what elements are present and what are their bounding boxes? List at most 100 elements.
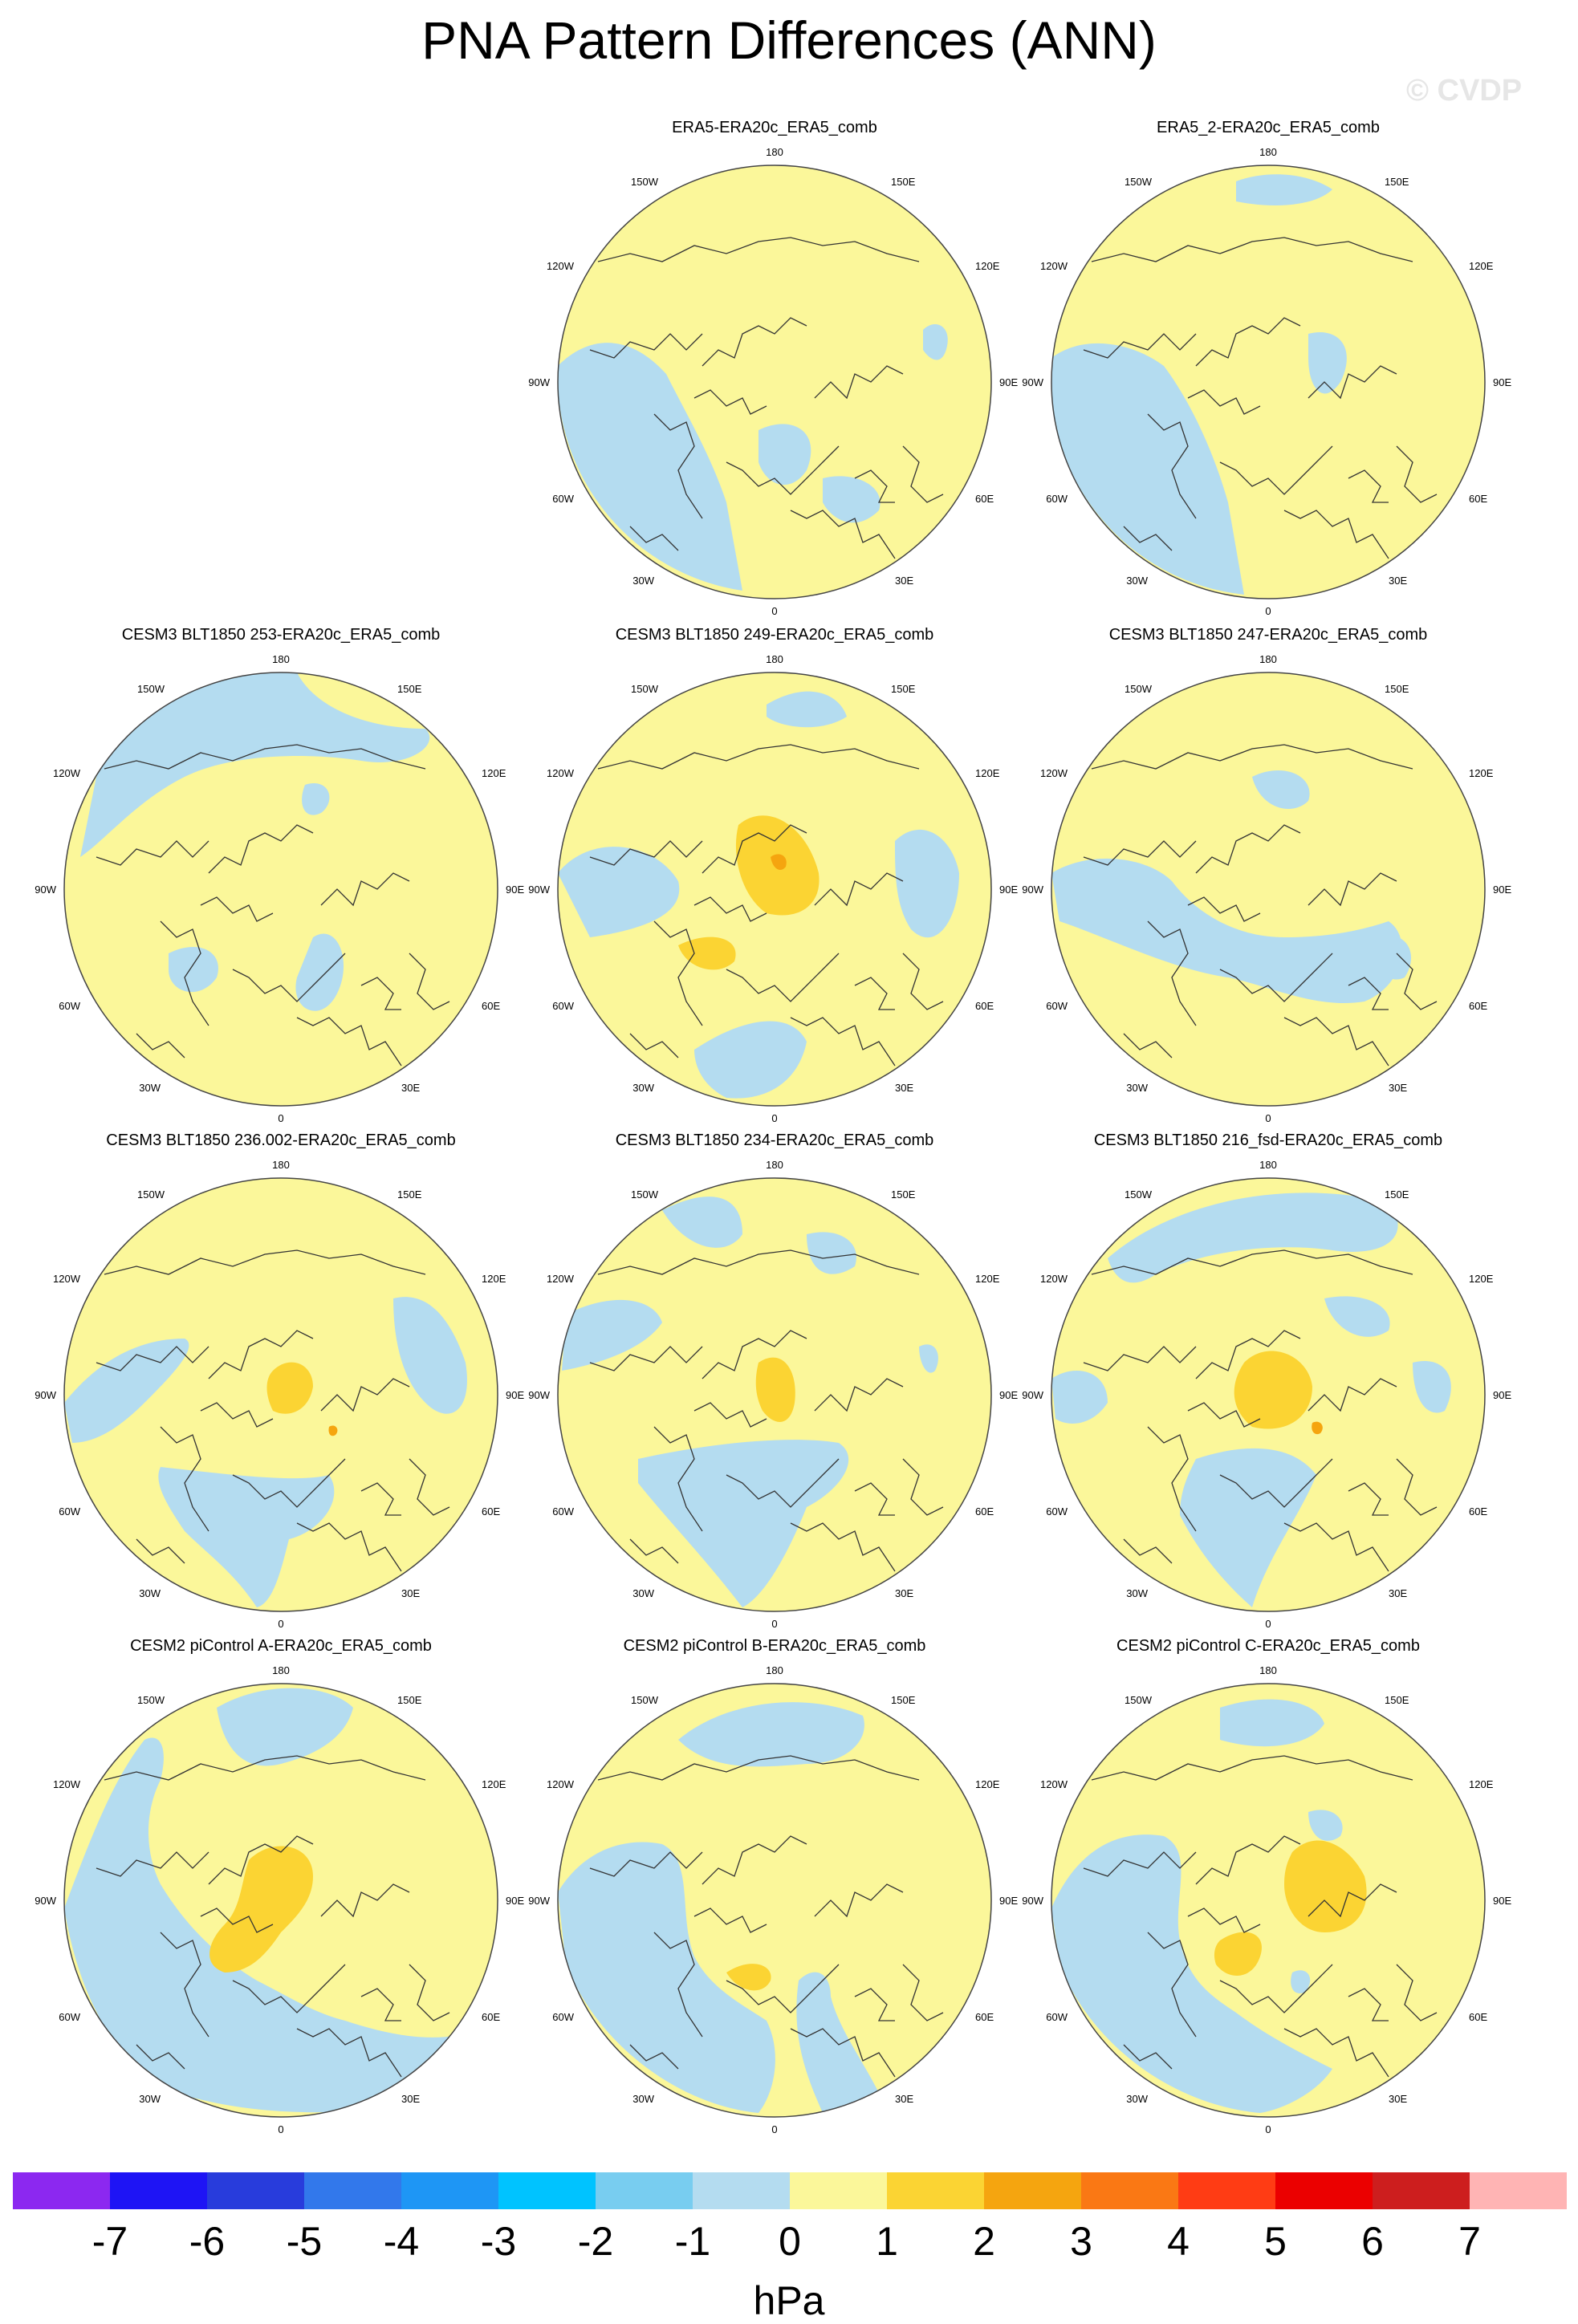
- coastline: [1219, 1964, 1333, 2013]
- polar-map: 180 150W 150E 120W 120E 90W 90E 60W 60E 30W 30E 0: [1022, 1664, 1511, 2135]
- coastline: [1147, 1932, 1197, 2038]
- longitude-label: 30W: [632, 1587, 654, 1599]
- coastline: [296, 2028, 402, 2078]
- longitude-label: 30W: [1126, 1082, 1148, 1094]
- coastline: [790, 1017, 896, 1067]
- longitude-label: 90W: [528, 1389, 550, 1401]
- coastline: [726, 1458, 840, 1508]
- longitude-label: 120E: [1469, 260, 1494, 272]
- colorbar-box: [596, 2172, 693, 2209]
- colorbar-tick-label: 0: [779, 2219, 801, 2264]
- longitude-label: 150E: [1385, 1188, 1409, 1201]
- coastline: [1348, 977, 1389, 1010]
- coastline: [790, 510, 896, 559]
- longitude-label: 120W: [1040, 767, 1068, 779]
- longitude-label: 0: [278, 1112, 283, 1124]
- coastline: [136, 1033, 185, 1058]
- coastline: [160, 1932, 209, 2038]
- longitude-label: 0: [771, 1618, 777, 1630]
- panel-title: CESM2 piControl C-ERA20c_ERA5_comb: [1116, 1637, 1420, 1655]
- negative-anomaly-region: [1324, 1296, 1390, 1337]
- map-panel: CESM3 BLT1850 216_fsd-ERA20c_ERA5_comb 18…: [1022, 1132, 1515, 1637]
- longitude-label: 90E: [1493, 884, 1511, 896]
- colorbar: [13, 2172, 1567, 2209]
- longitude-label: 60E: [482, 1505, 500, 1518]
- negative-anomaly-region: [1220, 1699, 1324, 1747]
- positive-anomaly-region: [726, 1964, 771, 1991]
- coastline: [160, 1426, 209, 1532]
- longitude-label: 0: [1265, 1618, 1271, 1630]
- negative-anomaly-region: [558, 343, 742, 591]
- coastline: [1147, 1426, 1197, 1532]
- coastline: [96, 1346, 209, 1371]
- map-panel: CESM2 piControl A-ERA20c_ERA5_comb 180 150…: [35, 1637, 527, 2143]
- longitude-label: 30E: [401, 1587, 420, 1599]
- longitude-label: 180: [1259, 1159, 1277, 1171]
- longitude-label: 30E: [401, 1082, 420, 1094]
- colorbar-box: [984, 2172, 1081, 2209]
- negative-anomaly-region: [562, 1299, 662, 1371]
- longitude-label: 60E: [1469, 1505, 1487, 1518]
- coastline: [409, 1458, 450, 1516]
- longitude-label: 30E: [895, 1082, 913, 1094]
- coastline: [589, 1851, 703, 1877]
- coastline: [597, 744, 920, 770]
- map-outline: [557, 165, 992, 599]
- polar-map: 180 150W 150E 120W 120E 90W 90E 60W 60E 30W 30E 0: [35, 653, 524, 1124]
- negative-anomaly-region: [64, 1339, 189, 1443]
- longitude-label: 150W: [631, 1188, 659, 1201]
- coastline: [1083, 840, 1197, 866]
- negative-anomaly-region: [1236, 174, 1332, 205]
- positive-anomaly-region: [1214, 1932, 1262, 1976]
- coastline: [589, 840, 703, 866]
- coastline: [653, 1932, 703, 2038]
- coastline: [814, 1378, 904, 1412]
- longitude-label: 30E: [1389, 575, 1407, 587]
- panel-title: ERA5-ERA20c_ERA5_comb: [672, 119, 877, 136]
- longitude-label: 120W: [547, 767, 575, 779]
- positive-anomaly-region: [1284, 1840, 1367, 1932]
- coastline: [232, 953, 346, 1002]
- longitude-label: 120W: [53, 1273, 81, 1285]
- negative-anomaly-region: [80, 672, 430, 857]
- longitude-label: 180: [1259, 653, 1277, 665]
- coastline: [693, 1402, 767, 1428]
- coastline: [232, 1458, 346, 1508]
- coastline: [1123, 1033, 1173, 1058]
- longitude-label: 90W: [528, 1895, 550, 1907]
- longitude-label: 90E: [506, 884, 524, 896]
- negative-anomaly-region: [1108, 1192, 1398, 1283]
- coastline: [653, 413, 703, 519]
- coastline: [653, 1426, 703, 1532]
- colorbar-tick-label: 1: [876, 2219, 898, 2264]
- coastline: [200, 896, 274, 922]
- colorbar-tick-label: -2: [577, 2219, 614, 2264]
- coastline: [1396, 953, 1438, 1010]
- panel-title: CESM3 BLT1850 247-ERA20c_ERA5_comb: [1108, 626, 1428, 644]
- coastline: [854, 1988, 895, 2021]
- positive-anomaly-region: [755, 1357, 795, 1422]
- negative-anomaly-region: [1308, 332, 1347, 394]
- coastline: [589, 333, 703, 359]
- coastline: [136, 1538, 185, 1564]
- coastline: [104, 1755, 426, 1781]
- watermark: © CVDP: [1406, 74, 1523, 108]
- longitude-label: 120E: [482, 1778, 506, 1790]
- longitude-label: 150E: [891, 1694, 916, 1706]
- coastline: [1187, 389, 1261, 415]
- longitude-label: 90E: [1493, 1895, 1511, 1907]
- colorbar-box: [207, 2172, 304, 2209]
- colorbar-tick-label: -1: [674, 2219, 711, 2264]
- longitude-label: 120E: [975, 1778, 1000, 1790]
- coastline: [726, 445, 840, 495]
- map-panel: CESM3 BLT1850 247-ERA20c_ERA5_comb 180 150…: [1022, 626, 1515, 1132]
- panel-title: CESM3 BLT1850 249-ERA20c_ERA5_comb: [615, 626, 934, 644]
- longitude-label: 150W: [1125, 1188, 1153, 1201]
- coastline: [702, 317, 807, 367]
- coastline: [1219, 445, 1333, 495]
- longitude-label: 120W: [1040, 260, 1068, 272]
- coastline: [1283, 1017, 1389, 1067]
- coastline: [693, 896, 767, 922]
- coastline: [814, 872, 904, 907]
- longitude-label: 60W: [59, 1505, 80, 1518]
